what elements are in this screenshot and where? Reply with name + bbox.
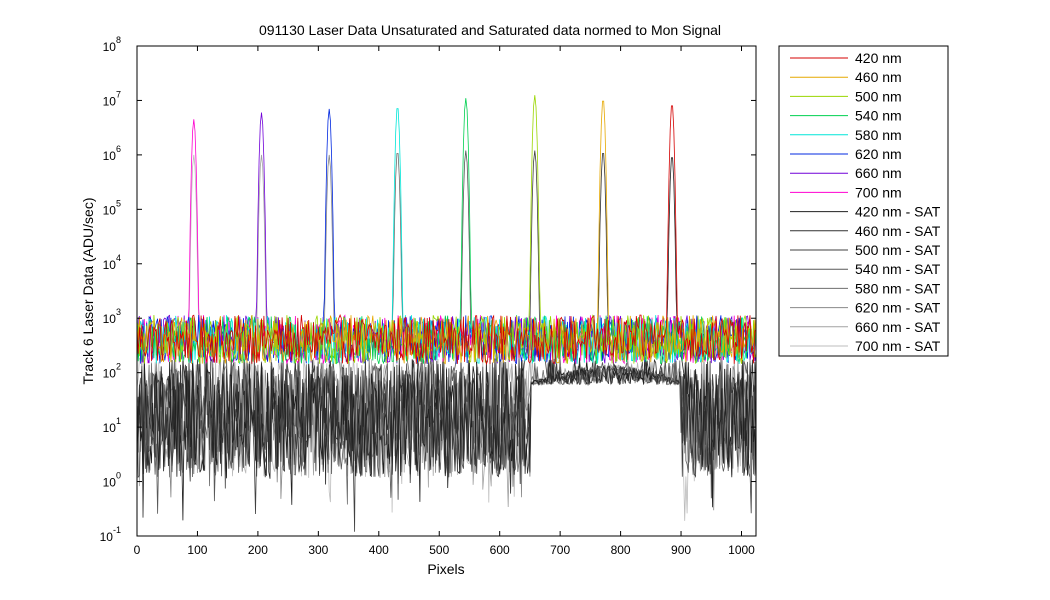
legend-entry: 580 nm (855, 127, 902, 143)
legend-entry: 500 nm (855, 88, 902, 104)
x-tick-label: 600 (490, 543, 510, 557)
legend-entry: 580 nm - SAT (855, 280, 941, 296)
x-tick-label: 400 (369, 543, 389, 557)
legend-entry: 540 nm (855, 108, 902, 124)
legend-entry: 540 nm - SAT (855, 261, 941, 277)
y-tick-label: 103 (103, 307, 121, 326)
legend-entry: 700 nm - SAT (855, 338, 941, 354)
y-tick-label: 107 (103, 89, 121, 108)
y-tick-label: 101 (103, 416, 121, 435)
legend-entry: 460 nm (855, 69, 902, 85)
legend-entry: 460 nm - SAT (855, 223, 941, 239)
x-tick-label: 900 (671, 543, 691, 557)
y-axis: 10-1 100 101 102 103 104 105 106 107 108 (100, 35, 756, 544)
y-tick-label: 105 (103, 198, 121, 217)
x-tick-label: 800 (611, 543, 631, 557)
legend-entry: 660 nm (855, 165, 902, 181)
legend-entry: 500 nm - SAT (855, 242, 941, 258)
x-tick-label: 700 (550, 543, 570, 557)
legend: 420 nm 460 nm 500 nm 540 nm 580 nm 620 nm 660 … (778, 45, 949, 357)
legend-entry: 420 nm (855, 50, 902, 66)
x-tick-label: 1000 (728, 543, 755, 557)
series-layer (136, 95, 757, 532)
legend-entry: 700 nm (855, 184, 902, 200)
legend-entry: 420 nm - SAT (855, 204, 941, 220)
y-axis-label: Track 6 Laser Data (ADU/sec) (80, 198, 96, 385)
x-axis: 0 100 200 300 400 500 600 700 800 900 1000 (134, 46, 755, 557)
legend-box (778, 45, 949, 357)
series-line (136, 157, 757, 521)
series-line (136, 150, 757, 532)
x-tick-label: 0 (134, 543, 141, 557)
y-tick-label: 10-1 (100, 525, 121, 544)
series-line (136, 105, 757, 366)
x-tick-label: 100 (187, 543, 207, 557)
series-line (136, 100, 757, 365)
plot-area (136, 46, 757, 536)
legend-entry: 620 nm - SAT (855, 300, 941, 316)
y-tick-label: 104 (103, 253, 121, 272)
y-tick-label: 106 (103, 144, 121, 163)
chart-title: 091130 Laser Data Unsaturated and Satura… (259, 22, 721, 38)
legend-entry: 620 nm (855, 146, 902, 162)
y-tick-label: 102 (103, 362, 121, 381)
x-tick-label: 300 (308, 543, 328, 557)
x-tick-label: 200 (248, 543, 268, 557)
x-axis-label: Pixels (427, 561, 464, 577)
y-tick-label: 108 (103, 35, 121, 54)
legend-entry: 660 nm - SAT (855, 319, 941, 335)
x-tick-label: 500 (429, 543, 449, 557)
axes-box (136, 45, 757, 537)
y-tick-label: 100 (103, 471, 121, 490)
